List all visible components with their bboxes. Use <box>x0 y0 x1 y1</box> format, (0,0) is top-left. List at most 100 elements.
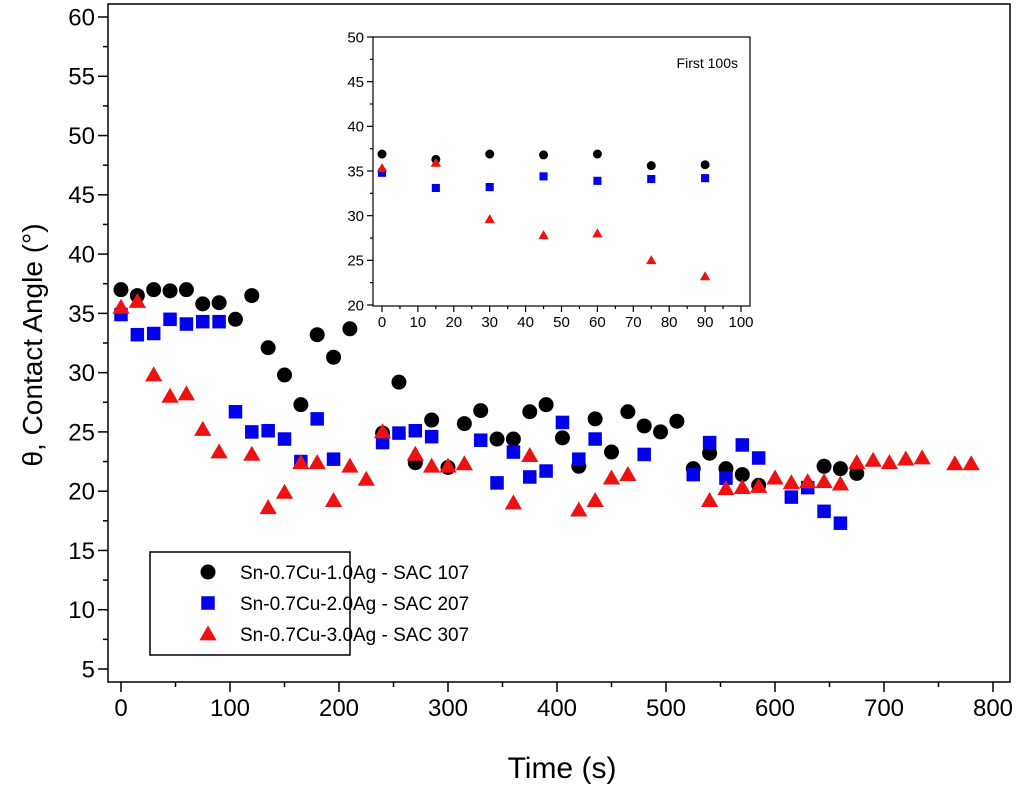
main-point-square <box>686 467 700 482</box>
main-point-triangle <box>799 473 817 489</box>
main-point-square <box>539 464 553 478</box>
main-point-square <box>261 423 275 438</box>
inset-y-tick-label: 30 <box>347 208 364 225</box>
main-y-tick-label: 25 <box>68 419 95 446</box>
main-point-triangle <box>308 454 326 470</box>
main-point-square <box>735 438 750 452</box>
main-point-circle <box>669 413 685 429</box>
main-point-circle <box>227 311 243 327</box>
main-point-triangle <box>145 366 163 382</box>
main-point-triangle <box>210 443 228 459</box>
main-point-triangle <box>782 474 800 490</box>
main-point-circle <box>587 411 603 427</box>
inset-point-triangle <box>699 271 711 281</box>
main-point-triangle <box>700 492 719 508</box>
main-point-square <box>326 452 341 466</box>
inset-x-tick-label: 30 <box>481 314 498 331</box>
main-point-circle <box>522 404 538 420</box>
inset-point-triangle <box>592 228 603 238</box>
inset-x-tick-label: 20 <box>445 314 462 331</box>
main-point-triangle <box>128 292 146 308</box>
main-point-circle <box>636 418 652 434</box>
legend-label: Sn-0.7Cu-2.0Ag - SAC 207 <box>240 594 469 615</box>
main-point-square <box>375 435 390 450</box>
main-point-square <box>196 314 210 329</box>
main-point-circle <box>620 404 636 420</box>
main-point-circle <box>211 295 227 311</box>
main-point-triangle <box>112 298 130 314</box>
main-point-circle <box>260 340 276 356</box>
main-point-circle <box>391 374 407 390</box>
inset-point-triangle <box>484 214 495 224</box>
main-point-triangle <box>357 470 375 486</box>
main-point-square <box>637 447 651 462</box>
main-point-square <box>473 433 488 447</box>
main-y-tick-label: 10 <box>68 597 95 624</box>
main-point-triangle <box>423 457 441 473</box>
main-point-triangle <box>521 446 539 462</box>
inset-title: First 100s <box>677 55 738 71</box>
main-point-triangle <box>243 445 261 461</box>
main-y-tick-label: 60 <box>68 4 95 31</box>
main-point-triangle <box>406 445 424 461</box>
legend-label: Sn-0.7Cu-1.0Ag - SAC 107 <box>240 563 469 584</box>
main-x-tick-label: 700 <box>864 695 904 722</box>
inset-x-tick-label: 70 <box>625 314 642 331</box>
main-y-tick-label: 50 <box>68 123 95 150</box>
main-point-circle <box>505 431 521 447</box>
main-x-tick-label: 100 <box>210 695 250 722</box>
main-point-square <box>179 317 194 331</box>
main-y-tick-label: 15 <box>68 538 95 565</box>
main-point-triangle <box>913 449 931 465</box>
main-point-triangle <box>504 494 523 510</box>
inset-y-tick-label: 45 <box>347 74 364 91</box>
main-point-circle <box>293 397 309 413</box>
inset-point-circle <box>485 149 495 159</box>
main-point-circle <box>734 467 750 483</box>
main-point-circle <box>832 461 848 477</box>
main-x-tick-label: 500 <box>646 695 686 722</box>
main-point-circle <box>195 296 211 312</box>
main-point-circle <box>309 327 325 343</box>
inset-point-triangle <box>376 163 388 173</box>
main-point-square <box>490 476 504 490</box>
main-point-circle <box>162 283 178 299</box>
inset-point-circle <box>592 149 602 159</box>
main-point-triangle <box>586 492 604 508</box>
main-point-circle <box>277 367 292 383</box>
inset-x-tick-label: 0 <box>378 314 386 331</box>
main-point-circle <box>178 282 194 298</box>
main-point-circle <box>702 445 718 461</box>
main-point-square <box>392 426 406 440</box>
main-point-triangle <box>766 469 784 485</box>
main-point-triangle <box>177 385 196 401</box>
inset-y-tick-label: 25 <box>347 253 364 270</box>
main-y-tick-label: 30 <box>68 360 95 387</box>
main-x-tick-label: 200 <box>319 695 359 722</box>
main-point-triangle <box>161 387 179 403</box>
main-point-square <box>212 314 226 329</box>
main-point-triangle <box>831 475 850 491</box>
main-point-circle <box>816 458 832 474</box>
inset-y-tick-label: 20 <box>347 297 364 314</box>
main-x-tick-label: 800 <box>973 695 1013 722</box>
main-point-square <box>751 451 766 465</box>
main-point-square <box>424 429 439 444</box>
main-point-square <box>523 470 537 484</box>
main-point-square <box>572 452 586 466</box>
legend-label: Sn-0.7Cu-3.0Ag - SAC 307 <box>240 625 469 646</box>
inset-point-circle <box>377 149 387 159</box>
main-point-circle <box>653 424 669 440</box>
main-x-tick-label: 300 <box>428 695 468 722</box>
legend-marker-triangle <box>199 625 217 641</box>
main-point-square <box>245 425 259 439</box>
inset-point-square <box>701 174 710 183</box>
legend-marker-square <box>201 596 215 610</box>
main-x-tick-label: 0 <box>114 695 127 722</box>
main-point-triangle <box>324 492 343 508</box>
main-y-tick-label: 20 <box>68 479 95 506</box>
main-point-square <box>833 516 848 530</box>
main-point-square <box>506 445 521 459</box>
inset-point-square <box>647 174 656 184</box>
